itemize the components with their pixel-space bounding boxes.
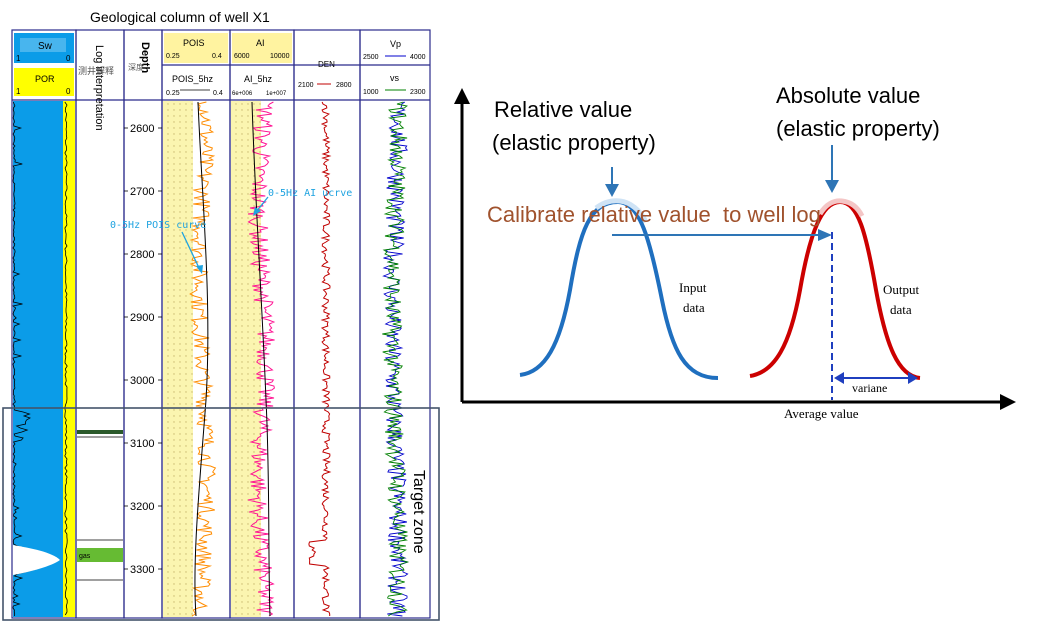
pois-track-background bbox=[163, 101, 193, 617]
target-zone-box bbox=[2, 407, 440, 621]
sw-scale-left: 1 bbox=[16, 54, 21, 63]
ai5-scale-right: 1e+007 bbox=[266, 91, 287, 97]
target-zone-label: Target zone bbox=[410, 470, 427, 554]
well-log-svg: Geological column of well X1 Sw 1 0 POR … bbox=[2, 9, 440, 621]
pois5-scale-left: 0.25 bbox=[166, 90, 180, 97]
sw-curve-trace bbox=[12, 101, 54, 617]
depth-tick-label: 2600 bbox=[130, 123, 154, 135]
input-data-curve bbox=[519, 199, 719, 380]
relative-label-line1: Relative value bbox=[494, 97, 632, 122]
depth-tick-label: 2800 bbox=[130, 249, 154, 261]
pois5-scale-right: 0.4 bbox=[213, 90, 223, 97]
ai-label: AI bbox=[256, 38, 265, 48]
por-track-fill bbox=[63, 101, 75, 617]
depth-header: Depth bbox=[139, 42, 151, 73]
depth-tick-label: 3100 bbox=[130, 438, 154, 450]
log-interp-header: Log interpretation bbox=[93, 45, 105, 131]
pois-header-swatch bbox=[164, 33, 228, 63]
vs-scale-left: 1000 bbox=[363, 89, 379, 96]
log-curve-trace bbox=[64, 101, 68, 616]
pois-scale-left: 0.25 bbox=[166, 53, 180, 60]
y-axis-arrowhead bbox=[454, 88, 470, 104]
den-label: DEN bbox=[318, 60, 335, 69]
x-axis-arrowhead bbox=[1000, 394, 1016, 410]
ai-header-swatch bbox=[232, 33, 292, 63]
variance-label: variane bbox=[852, 381, 887, 395]
output-data-curve bbox=[749, 199, 921, 380]
por-header-swatch bbox=[14, 68, 74, 96]
pois-annotation: 0-5Hz POIS curve bbox=[110, 220, 206, 231]
ai-track-background bbox=[231, 101, 261, 617]
well-log-title: Geological column of well X1 bbox=[90, 9, 270, 25]
vs-scale-right: 2300 bbox=[410, 89, 426, 96]
calibrate-label: Calibrate relative value to well log bbox=[487, 202, 821, 227]
den-scale-right: 2800 bbox=[336, 82, 352, 89]
depth-tick-label: 2900 bbox=[130, 312, 154, 324]
sw-track-fill bbox=[13, 101, 68, 617]
ai-scale-left: 6000 bbox=[234, 53, 250, 60]
depth-tick-label: 2700 bbox=[130, 186, 154, 198]
pois-annotation-arrow bbox=[181, 231, 201, 271]
depth-ticks: 2600 2700 2800 2900 3000 3100 3200 3300 bbox=[124, 123, 162, 576]
log-curve-trace bbox=[308, 101, 332, 616]
output-curve-peak-highlight bbox=[817, 198, 865, 218]
pois5-label: POIS_5hz bbox=[172, 74, 214, 84]
den-scale-left: 2100 bbox=[298, 82, 314, 89]
gas-label: gas bbox=[79, 553, 91, 560]
ai-scale-right: 10000 bbox=[270, 53, 290, 60]
vp-scale-left: 2500 bbox=[363, 54, 379, 61]
x-axis-label: Average value bbox=[784, 406, 859, 421]
absolute-label-line2: (elastic property) bbox=[776, 116, 940, 141]
log-curve-trace bbox=[189, 101, 217, 617]
log-interp-blocks bbox=[77, 430, 123, 581]
depth-cjk: 深度 bbox=[128, 62, 144, 72]
ai5-scale-left: 6e+006 bbox=[232, 91, 253, 97]
gas-block bbox=[77, 548, 123, 562]
sw-scale-right: 0 bbox=[66, 54, 71, 63]
pois-scale-right: 0.4 bbox=[212, 53, 222, 60]
sw-label: Sw bbox=[38, 41, 53, 52]
ai5-label: AI_5hz bbox=[244, 74, 273, 84]
por-label: POR bbox=[35, 74, 55, 84]
por-scale-left: 1 bbox=[16, 87, 21, 96]
track-borders bbox=[11, 29, 431, 619]
log-curve-trace bbox=[382, 101, 410, 617]
log-curves bbox=[12, 101, 410, 617]
input-label-line2: data bbox=[683, 300, 705, 315]
vp-scale-right: 4000 bbox=[410, 54, 426, 61]
output-label-line1: Output bbox=[883, 282, 920, 297]
relative-label-line2: (elastic property) bbox=[492, 130, 656, 155]
log-interp-cjk: 测井解释 bbox=[78, 65, 114, 76]
depth-tick-label: 3300 bbox=[130, 564, 154, 576]
depth-tick-label: 3000 bbox=[130, 375, 154, 387]
gas-saturation-bulge bbox=[13, 545, 60, 575]
output-label-line2: data bbox=[890, 302, 912, 317]
input-curve-peak-highlight bbox=[594, 198, 649, 224]
log-curve-trace bbox=[247, 101, 276, 617]
vs-label: vs bbox=[390, 73, 400, 83]
ai-5hz-trend bbox=[251, 101, 271, 617]
input-label-line1: Input bbox=[679, 280, 707, 295]
por-scale-right: 0 bbox=[66, 87, 71, 96]
absolute-label-line1: Absolute value bbox=[776, 83, 920, 108]
pois-5hz-trend bbox=[194, 101, 209, 617]
pois-label: POIS bbox=[183, 38, 205, 48]
vp-label: Vp bbox=[390, 39, 401, 49]
sw-header-swatch bbox=[14, 33, 74, 63]
ai-annotation: 0-5Hz AI ucrve bbox=[268, 188, 352, 199]
depth-tick-label: 3200 bbox=[130, 501, 154, 513]
